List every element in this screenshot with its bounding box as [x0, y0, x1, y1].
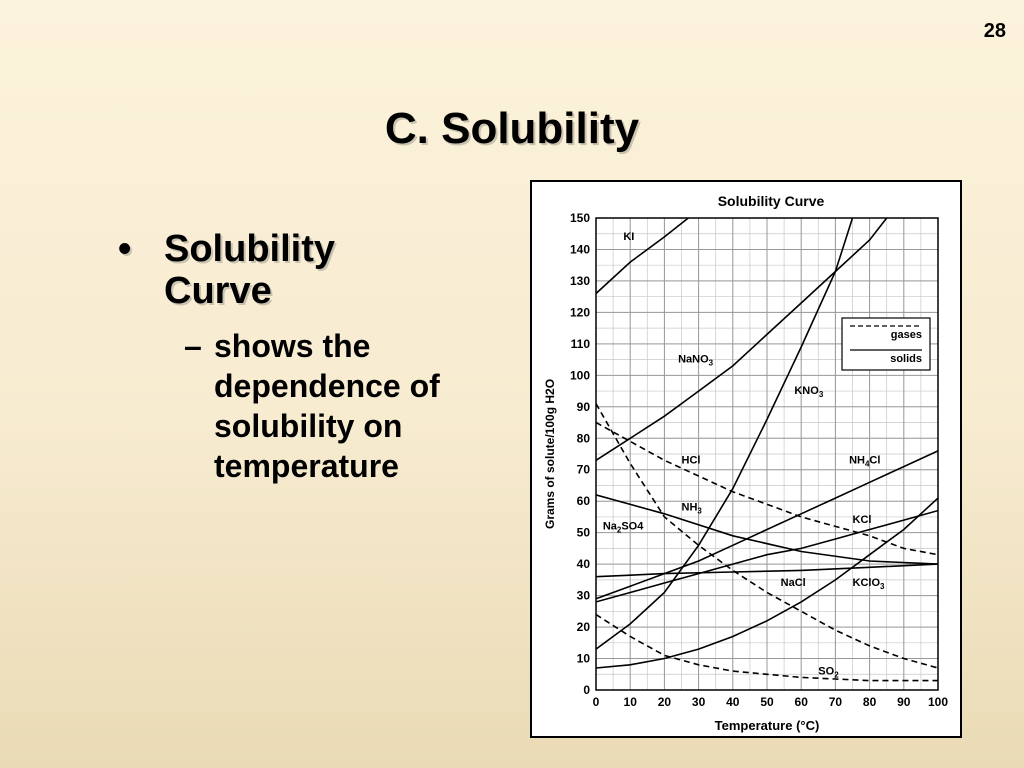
y-tick-label: 60 — [577, 494, 591, 508]
y-tick-label: 30 — [577, 589, 591, 603]
x-tick-label: 100 — [928, 695, 948, 709]
x-tick-label: 40 — [726, 695, 740, 709]
y-tick-label: 20 — [577, 620, 591, 634]
y-tick-label: 140 — [570, 242, 590, 256]
y-tick-label: 150 — [570, 211, 590, 225]
bullet-dot-icon: • — [118, 228, 132, 270]
series-line-na2so4 — [596, 494, 938, 565]
solubility-chart: 0 10 20 30 40 50 60 70 80 90 100 0 10 20 30 40 50 60 70 80 9… — [530, 180, 962, 738]
curve-label-kclo3: KClO3 — [853, 577, 886, 591]
y-tick-label: 0 — [583, 683, 590, 697]
x-tick-label: 20 — [658, 695, 672, 709]
legend-label-solids: solids — [890, 353, 922, 365]
y-axis-label: Grams of solute/100g H2O — [543, 379, 557, 529]
x-tick-label: 90 — [897, 695, 911, 709]
y-tick-label: 80 — [577, 431, 591, 445]
series-line-kno3 — [596, 218, 854, 650]
series-line-nh3 — [596, 403, 938, 669]
curve-label-nacl: NaCl — [781, 577, 806, 589]
curve-label-nh4cl: NH4Cl — [849, 454, 880, 468]
x-tick-label: 60 — [795, 695, 809, 709]
chart-title: Solubility Curve — [718, 193, 825, 209]
legend-label-gases: gases — [891, 329, 922, 341]
curve-label-hcl: HCl — [682, 454, 701, 466]
series-line-nacl — [596, 563, 938, 578]
series-line-so2 — [596, 613, 938, 682]
curve-label-so2: SO2 — [818, 665, 839, 679]
sub-bullet-item: – shows the dependence of solubility on … — [184, 326, 518, 486]
curve-label-kno3: KNO3 — [794, 385, 823, 399]
series-line-nano3 — [596, 218, 888, 461]
y-tick-label: 130 — [570, 274, 590, 288]
series-line-kcl — [596, 509, 938, 603]
x-tick-label: 10 — [624, 695, 638, 709]
plot-border — [595, 217, 939, 691]
bullet-text: Solubility Curve — [164, 228, 335, 312]
curve-label-na2so4: Na2SO4 — [603, 521, 644, 535]
bullet-list: • Solubility Curve – shows the dependenc… — [118, 228, 518, 486]
legend-box — [841, 317, 931, 371]
sub-bullet-text: shows the dependence of solubility on te… — [214, 328, 440, 484]
series-line-kclo3 — [596, 497, 938, 669]
x-tick-label: 0 — [593, 695, 600, 709]
slide-title: C. Solubility — [384, 104, 640, 153]
series-line-nh4cl — [596, 450, 938, 600]
y-tick-label: 110 — [571, 337, 591, 351]
curve-label-nh3: NH3 — [682, 502, 703, 516]
chart-svg: 0 10 20 30 40 50 60 70 80 90 100 0 10 20 30 40 50 60 70 80 9… — [543, 193, 948, 733]
y-tick-label: 70 — [577, 463, 591, 477]
dash-icon: – — [184, 328, 202, 364]
curve-label-ki: KI — [623, 231, 634, 243]
y-tick-label: 40 — [577, 557, 591, 571]
y-tick-label: 90 — [577, 400, 591, 414]
y-tick-label: 10 — [577, 652, 591, 666]
x-tick-label: 80 — [863, 695, 877, 709]
slide-number: 28 — [983, 20, 1006, 42]
x-tick-label: 70 — [829, 695, 843, 709]
series-line-ki — [596, 218, 689, 295]
curve-label-nano3: NaNO3 — [678, 354, 714, 368]
x-tick-label: 50 — [760, 695, 774, 709]
y-tick-label: 120 — [570, 305, 590, 319]
x-tick-label: 30 — [692, 695, 706, 709]
y-tick-label: 50 — [577, 526, 591, 540]
x-axis-label: Temperature (°C) — [715, 718, 820, 733]
y-tick-label: 100 — [570, 368, 590, 382]
bullet-item: • Solubility Curve — [118, 228, 518, 312]
curve-label-kcl: KCl — [853, 514, 872, 526]
series-line-hcl — [596, 421, 938, 556]
